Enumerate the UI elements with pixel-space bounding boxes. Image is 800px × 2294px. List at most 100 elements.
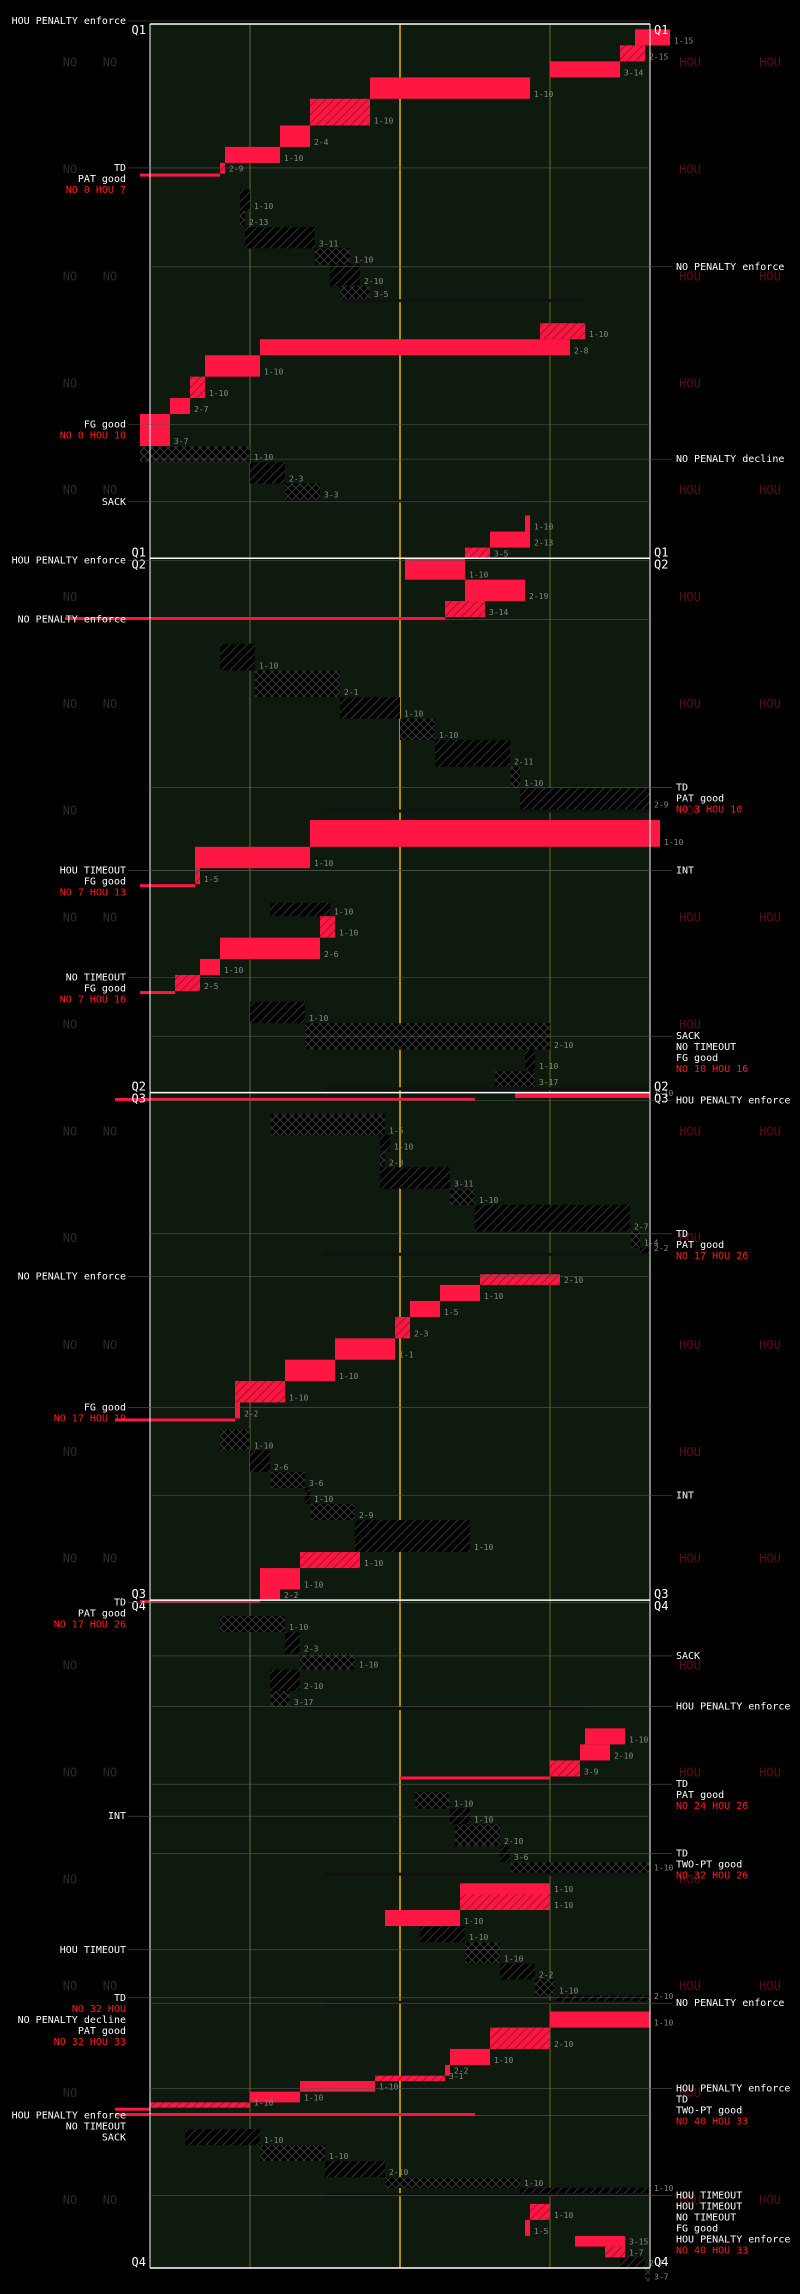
watermark-no: NO xyxy=(103,483,117,497)
event-label: NO TIMEOUT xyxy=(66,972,126,983)
quarter-label: Q4 xyxy=(132,2255,146,2269)
quarter-label: Q1 xyxy=(132,23,146,37)
down-distance-label: 1-10 xyxy=(254,453,273,462)
watermark-hou: HOU xyxy=(679,56,701,70)
down-distance-label: 1-10 xyxy=(404,710,423,719)
watermark-hou: HOU xyxy=(759,1979,781,1993)
watermark-no: NO xyxy=(63,1979,77,1993)
play-bar xyxy=(260,2145,325,2162)
watermark-hou: HOU xyxy=(759,697,781,711)
down-distance-label: 3-14 xyxy=(489,608,508,617)
play-kick-bar xyxy=(140,1600,260,1604)
watermark-no: NO xyxy=(63,163,77,177)
event-label: HOU PENALTY enforce xyxy=(12,2110,126,2121)
down-distance-label: 1-10 xyxy=(289,1623,308,1632)
down-distance-label: 3-6 xyxy=(514,1853,529,1862)
event-label: SACK xyxy=(102,497,126,508)
down-distance-label: 2-10 xyxy=(389,2168,408,2177)
play-bar xyxy=(640,1247,650,1253)
event-label: INT xyxy=(676,1491,694,1502)
team-watermark-layer: NO NO HOU HOU NO HOU NO NO HOU HOU NO HOU NO NO HOU HOU… xyxy=(63,56,781,2207)
down-distance-label: 1-10 xyxy=(524,2179,543,2188)
down-distance-label: 1-10 xyxy=(254,2099,273,2108)
play-bar xyxy=(335,1338,395,1360)
down-distance-label: 1-5 xyxy=(534,2227,549,2236)
down-distance-label: 2-15 xyxy=(649,52,668,61)
play-bar xyxy=(220,937,320,959)
play-bar xyxy=(550,1760,580,1777)
down-distance-label: 2-10 xyxy=(304,1682,323,1691)
play-bar xyxy=(525,515,530,532)
play-bar xyxy=(375,2075,445,2081)
event-label: SACK xyxy=(676,1031,700,1042)
event-label: NO PENALTY enforce xyxy=(676,1998,784,2009)
watermark-hou: HOU xyxy=(759,1765,781,1779)
down-distance-label: 3-14 xyxy=(624,68,643,77)
down-distance-label: 1-10 xyxy=(664,838,683,847)
watermark-no: NO xyxy=(63,2193,77,2207)
event-label: PAT good xyxy=(676,794,724,805)
event-label: NO 10 HOU 16 xyxy=(676,1064,748,1075)
watermark-hou: HOU xyxy=(759,2193,781,2207)
down-distance-label: 1-10 xyxy=(364,1559,383,1568)
play-bar xyxy=(270,1669,300,1691)
event-label: TD xyxy=(114,1597,126,1608)
play-bar xyxy=(315,248,350,265)
play-bar xyxy=(445,601,485,618)
down-distance-label: 1-10 xyxy=(589,330,608,339)
down-distance-label: 3-17 xyxy=(294,1698,313,1707)
watermark-no: NO xyxy=(63,1445,77,1459)
play-bar xyxy=(285,1359,335,1382)
quarter-label: Q3 xyxy=(132,1587,146,1601)
down-distance-label: 1-10 xyxy=(554,1901,573,1910)
event-label: PAT good xyxy=(78,1608,126,1619)
play-bar xyxy=(305,1487,310,1504)
watermark-no: NO xyxy=(103,269,117,283)
down-distance-label: 1-10 xyxy=(224,966,243,975)
play-bar xyxy=(420,1926,465,1943)
play-bar xyxy=(320,916,335,938)
event-label: HOU PENALTY enforce xyxy=(676,2084,790,2095)
play-bar xyxy=(385,2177,520,2188)
event-label: TD xyxy=(114,1993,126,2004)
down-distance-label: 1-10 xyxy=(374,117,393,126)
play-bar xyxy=(280,125,310,147)
event-label: TD xyxy=(114,163,126,174)
watermark-no: NO xyxy=(103,1979,117,1993)
play-bar xyxy=(270,1690,290,1707)
event-label: NO 17 HOU 26 xyxy=(54,1619,126,1630)
play-bar xyxy=(240,211,245,228)
play-bar xyxy=(475,1204,630,1232)
event-label: PAT good xyxy=(78,2026,126,2037)
play-bar xyxy=(450,1188,475,1205)
play-bar xyxy=(500,1845,510,1862)
quarter-label: Q1 xyxy=(654,545,668,559)
event-label: NO 0 HOU 10 xyxy=(60,430,126,441)
watermark-hou: HOU xyxy=(759,56,781,70)
watermark-hou: HOU xyxy=(679,269,701,283)
down-distance-label: 3-1 xyxy=(449,2072,464,2081)
play-bar xyxy=(415,1792,450,1809)
event-label: NO 3 HOU 10 xyxy=(676,805,742,816)
play-kick-bar xyxy=(400,1776,550,1780)
play-bar xyxy=(310,98,370,126)
down-distance-label: 1-5 xyxy=(389,1126,404,1135)
down-distance-label: 1-10 xyxy=(454,1800,473,1809)
down-distance-label: 1-10 xyxy=(469,571,488,580)
play-bar xyxy=(325,2161,385,2178)
watermark-hou: HOU xyxy=(679,911,701,925)
watermark-no: NO xyxy=(63,1872,77,1886)
play-bar xyxy=(550,61,620,78)
play-bar xyxy=(150,2102,250,2108)
down-distance-label: 2-10 xyxy=(364,277,383,286)
event-label: NO TIMEOUT xyxy=(676,2213,736,2224)
play-bar xyxy=(480,1274,560,1285)
down-distance-label: 1-10 xyxy=(359,1661,378,1670)
down-distance-label: 2-7 xyxy=(194,405,209,414)
down-distance-label: 1-10 xyxy=(304,1580,323,1589)
down-distance-label: 2-3 xyxy=(414,1329,429,1338)
play-bar xyxy=(575,2235,625,2247)
down-distance-label: 1-10 xyxy=(439,731,458,740)
play-bar xyxy=(490,2027,550,2049)
